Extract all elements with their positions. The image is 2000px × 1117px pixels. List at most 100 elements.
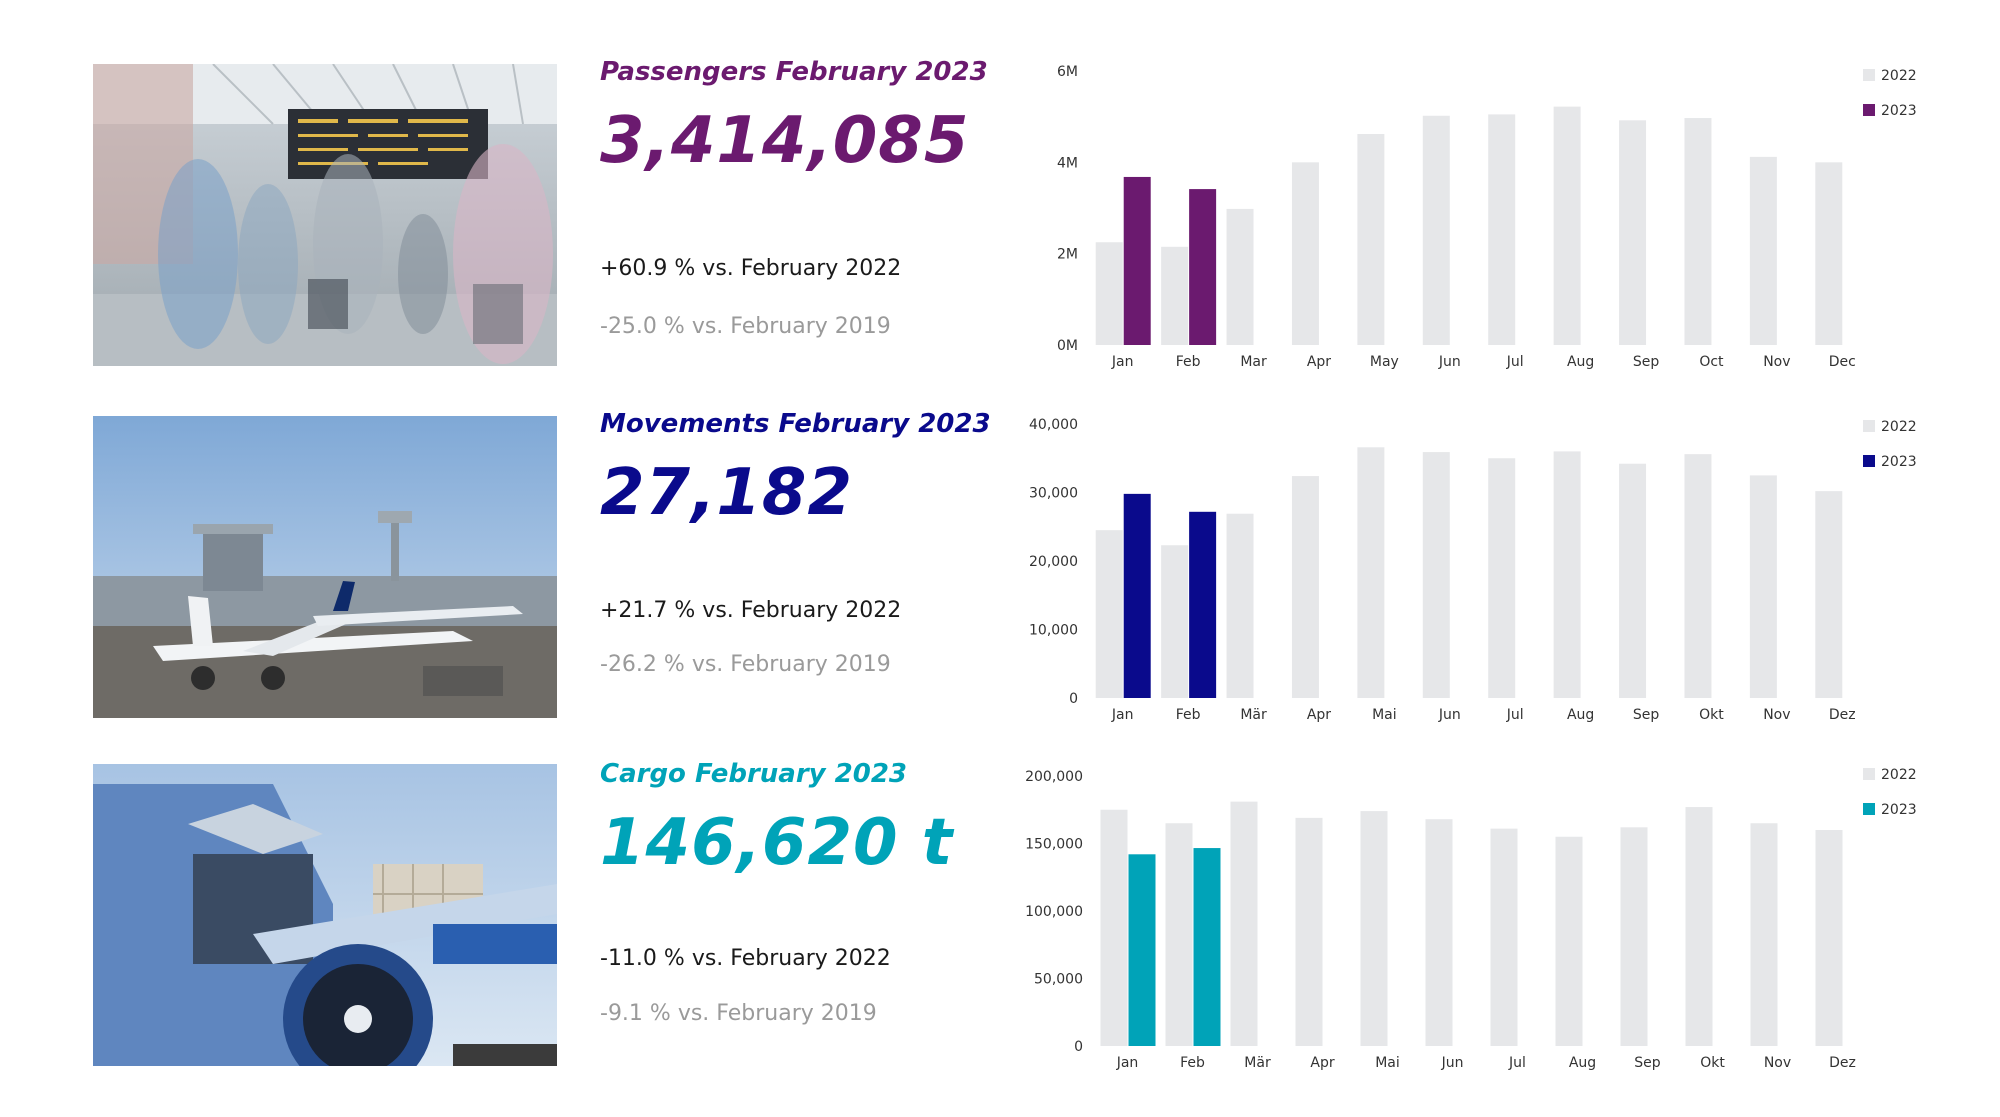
- x-tick-label: Feb: [1176, 354, 1201, 370]
- bar-2023-Feb: [1189, 189, 1217, 345]
- x-tick-label: Jun: [1441, 1055, 1464, 1071]
- y-tick-label: 50,000: [1034, 972, 1083, 988]
- bar-2022-Jan: [1095, 242, 1123, 345]
- x-tick-label: Jan: [1111, 354, 1134, 370]
- bar-2022-Aug: [1553, 451, 1581, 698]
- movements-chart: 0 10,000 20,000 30,000 40,000 Jan Feb Mär Apr Mai…: [995, 406, 1945, 726]
- bar-2022-Aug: [1553, 106, 1581, 345]
- movements-vs-2019: -26.2 % vs. February 2019: [600, 652, 891, 677]
- bar-2022-Mai: [1357, 447, 1385, 698]
- bar-2022-Jun: [1422, 452, 1450, 698]
- y-tick-label: 0: [1074, 1039, 1083, 1055]
- movements-vs-2022: +21.7 % vs. February 2022: [600, 598, 902, 623]
- x-tick-label: Jan: [1116, 1055, 1139, 1071]
- legend-swatch-2023: [1863, 455, 1875, 467]
- cargo-loading-photo: [93, 764, 557, 1066]
- y-tick-label: 6M: [1057, 64, 1078, 80]
- legend-label-2022: 2022: [1881, 68, 1917, 84]
- movements-bar-chart: 0 10,000 20,000 30,000 40,000 Jan Feb Mär Apr Mai…: [1029, 417, 1917, 723]
- x-tick-label: Jun: [1438, 354, 1461, 370]
- aircraft-apron-photo: [93, 416, 557, 718]
- bar-2022-Feb: [1161, 246, 1189, 345]
- legend-label-2022: 2022: [1881, 419, 1917, 435]
- x-tick-label: Mai: [1375, 1055, 1400, 1071]
- legend-label-2023: 2023: [1881, 802, 1917, 818]
- movements-title: Movements February 2023: [600, 409, 991, 439]
- legend-swatch-2023: [1863, 104, 1875, 116]
- y-tick-label: 0M: [1057, 338, 1078, 354]
- x-tick-label: Mar: [1240, 354, 1267, 370]
- bar-2022-Feb: [1161, 545, 1189, 698]
- bar-2022-Mai: [1360, 811, 1388, 1046]
- passengers-value: 3,414,085: [600, 104, 970, 178]
- bar-2022-Sep: [1620, 827, 1648, 1046]
- x-tick-label: Apr: [1310, 1055, 1334, 1071]
- legend-swatch-2022: [1863, 420, 1875, 432]
- x-tick-label: Sep: [1633, 707, 1660, 723]
- x-tick-label: Aug: [1569, 1055, 1596, 1071]
- bar-2022-Okt: [1684, 454, 1712, 698]
- legend-swatch-2023: [1863, 803, 1875, 815]
- cargo-bar-chart: 0 50,000 100,000 150,000 200,000 Jan Feb Mär Apr…: [1025, 767, 1917, 1071]
- x-tick-label: Sep: [1633, 354, 1660, 370]
- x-tick-label: Feb: [1180, 1055, 1205, 1071]
- movements-value: 27,182: [600, 456, 853, 530]
- bar-2022-Apr: [1295, 817, 1323, 1046]
- bar-2022-Okt: [1685, 807, 1713, 1046]
- bar-2022-Mär: [1230, 801, 1258, 1046]
- bar-2022-Nov: [1750, 823, 1778, 1046]
- bar-2022-Dez: [1815, 830, 1843, 1046]
- x-tick-label: Feb: [1176, 707, 1201, 723]
- bar-2023-Jan: [1123, 493, 1151, 698]
- cargo-title: Cargo February 2023: [600, 759, 908, 789]
- y-tick-label: 4M: [1057, 155, 1078, 171]
- bar-2022-Jul: [1490, 828, 1518, 1046]
- x-tick-label: Dez: [1829, 1055, 1856, 1071]
- passengers-title: Passengers February 2023: [600, 57, 988, 87]
- y-tick-label: 10,000: [1029, 623, 1078, 639]
- x-tick-label: Nov: [1763, 707, 1790, 723]
- y-tick-label: 0: [1069, 691, 1078, 707]
- bar-2022-Apr: [1291, 476, 1319, 698]
- bar-2023-Jan: [1123, 176, 1151, 345]
- x-tick-label: Okt: [1699, 707, 1724, 723]
- x-tick-label: Jul: [1506, 354, 1524, 370]
- bar-2022-Sep: [1619, 120, 1647, 345]
- legend-swatch-2022: [1863, 768, 1875, 780]
- y-tick-label: 150,000: [1025, 837, 1083, 853]
- legend-swatch-2022: [1863, 69, 1875, 81]
- x-tick-label: Nov: [1764, 1055, 1791, 1071]
- x-tick-label: Apr: [1307, 354, 1331, 370]
- y-tick-label: 20,000: [1029, 554, 1078, 570]
- bar-2022-Jan: [1095, 530, 1123, 698]
- x-tick-label: Nov: [1763, 354, 1790, 370]
- y-tick-label: 100,000: [1025, 904, 1083, 920]
- x-tick-label: Dec: [1829, 354, 1856, 370]
- x-tick-label: Okt: [1700, 1055, 1725, 1071]
- x-tick-label: Dez: [1829, 707, 1856, 723]
- passengers-chart: 0M 2M 4M 6M Jan Feb Mar Apr May Jun Jul Aug Sep Oct No…: [995, 55, 1945, 375]
- bar-2022-Sep: [1619, 463, 1647, 698]
- x-tick-label: Apr: [1307, 707, 1331, 723]
- y-tick-label: 200,000: [1025, 769, 1083, 785]
- bar-2022-Aug: [1555, 836, 1583, 1046]
- x-tick-label: May: [1370, 354, 1399, 370]
- cargo-value: 146,620 t: [600, 806, 954, 880]
- bar-2022-Jan: [1100, 809, 1128, 1046]
- bar-2022-Nov: [1749, 156, 1777, 345]
- bar-2022-Mär: [1226, 513, 1254, 698]
- x-tick-label: Jun: [1438, 707, 1461, 723]
- y-tick-label: 40,000: [1029, 417, 1078, 433]
- cargo-vs-2022: -11.0 % vs. February 2022: [600, 946, 891, 971]
- cargo-vs-2019: -9.1 % vs. February 2019: [600, 1001, 877, 1026]
- x-tick-label: Aug: [1567, 707, 1594, 723]
- legend-label-2023: 2023: [1881, 103, 1917, 119]
- bar-2022-Dec: [1815, 162, 1843, 345]
- y-tick-label: 30,000: [1029, 486, 1078, 502]
- passengers-bar-chart: 0M 2M 4M 6M Jan Feb Mar Apr May Jun Jul Aug Sep Oct No…: [1057, 64, 1917, 370]
- bar-2022-Feb: [1165, 823, 1193, 1046]
- bar-2022-Jul: [1488, 458, 1516, 698]
- passengers-vs-2022: +60.9 % vs. February 2022: [600, 256, 902, 281]
- x-tick-label: Jan: [1111, 707, 1134, 723]
- x-tick-label: Jul: [1508, 1055, 1526, 1071]
